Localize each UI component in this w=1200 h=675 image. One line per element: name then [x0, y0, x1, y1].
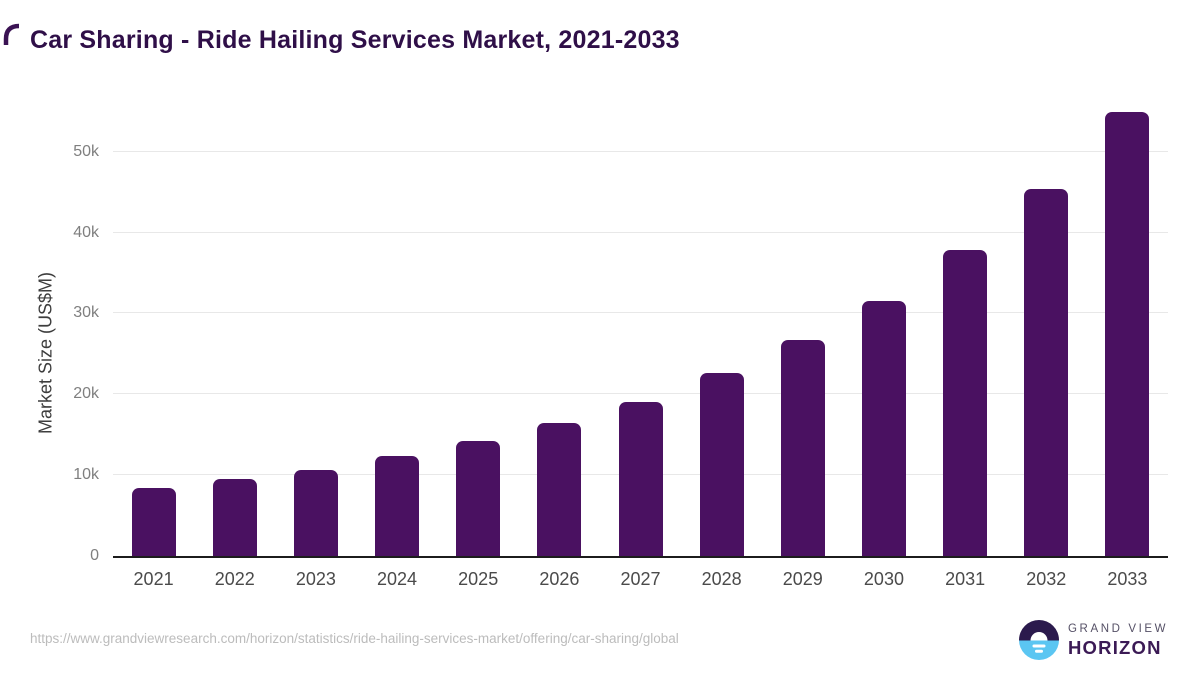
bar-2031[interactable] [943, 249, 988, 556]
y-axis-title: Market Size (US$M) [35, 271, 56, 435]
y-tick-label-20k: 20k [73, 385, 99, 403]
x-tick-label-2029: 2029 [782, 569, 823, 589]
y-tick-label-10k: 10k [73, 466, 99, 484]
bar-2024[interactable] [375, 456, 420, 556]
bar-2023[interactable] [293, 469, 338, 556]
x-tick-label-2028: 2028 [701, 569, 742, 589]
x-tick-label-2027: 2027 [620, 569, 661, 589]
bar-chart-plot-area: 0 10k 20k 30k 40k 50k 2021 2022 2023 2024 2025 2026… [73, 98, 1168, 589]
grand-view-horizon-logo[interactable]: GRAND VIEW HORIZON [1019, 620, 1168, 660]
x-tick-label-2032: 2032 [1026, 569, 1067, 589]
gridline-40k [113, 231, 1168, 233]
bar-2029[interactable] [780, 340, 825, 556]
x-tick-label-2033: 2033 [1107, 569, 1148, 589]
bar-2026[interactable] [537, 422, 582, 556]
y-tick-label-50k: 50k [73, 142, 99, 160]
source-url: https://www.grandviewresearch.com/horizo… [30, 631, 679, 646]
bar-2030[interactable] [861, 300, 906, 556]
x-tick-label-2023: 2023 [295, 569, 336, 589]
gridline-50k [113, 150, 1168, 152]
logo-brand-name: GRAND VIEW [1068, 623, 1169, 635]
logo-text: GRAND VIEW HORIZON [1068, 622, 1168, 658]
x-tick-label-2022: 2022 [214, 569, 255, 589]
bar-2033[interactable] [1105, 112, 1150, 556]
x-tick-label-2026: 2026 [539, 569, 580, 589]
bar-2032[interactable] [1024, 188, 1069, 556]
gridline-20k [113, 393, 1168, 395]
chart-title: Car Sharing - Ride Hailing Services Mark… [30, 26, 680, 54]
gridline-30k [113, 312, 1168, 314]
y-tick-label-0: 0 [90, 547, 99, 564]
x-tick-label-2021: 2021 [133, 569, 174, 589]
x-tick-label-2031: 2031 [945, 569, 986, 589]
x-tick-label-2030: 2030 [863, 569, 904, 589]
bar-2025[interactable] [456, 440, 501, 556]
x-tick-label-2025: 2025 [458, 569, 499, 589]
bar-2022[interactable] [212, 479, 257, 556]
bar-2021[interactable] [131, 488, 176, 556]
y-tick-label-30k: 30k [73, 304, 99, 322]
logo-product-name: HORIZON [1068, 637, 1162, 658]
x-tick-label-2024: 2024 [377, 569, 418, 589]
y-tick-label-40k: 40k [73, 223, 99, 241]
bar-2028[interactable] [699, 373, 744, 556]
bar-2027[interactable] [618, 401, 663, 556]
corner-artifact [3, 23, 20, 45]
horizon-sun-icon [1019, 620, 1059, 660]
